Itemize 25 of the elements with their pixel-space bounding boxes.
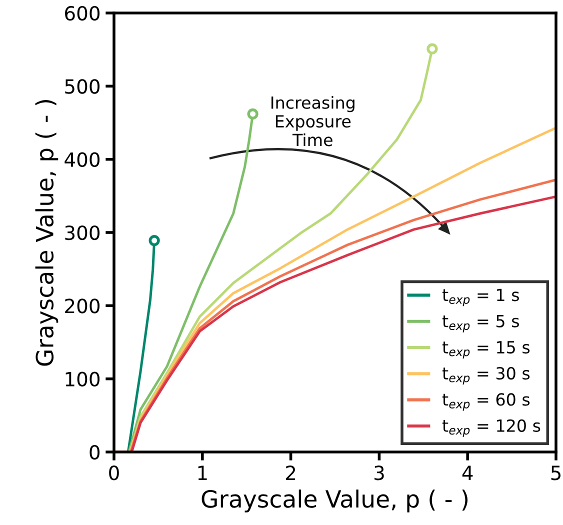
annotation: Increasing Exposure Time bbox=[272, 96, 354, 146]
y-tick-label: 300 bbox=[65, 225, 100, 240]
y-tick-label: 400 bbox=[64, 152, 100, 167]
x-tick-label: 0 bbox=[109, 466, 119, 480]
y-tick-label: 100 bbox=[66, 372, 100, 386]
legend-label: t$_{exp}$ = 30 s bbox=[442, 367, 530, 385]
legend-label: t$_{exp}$ = 60 s bbox=[442, 393, 530, 411]
x-tick-label: 5 bbox=[551, 466, 560, 480]
point bbox=[247, 108, 258, 120]
legend-label: t$_{exp}$ = 120 s bbox=[442, 419, 540, 437]
x-tick-label: 3 bbox=[374, 466, 384, 480]
y-axis-title: Grayscale Value, p ( - ) bbox=[35, 100, 58, 366]
y-tick-label: 0 bbox=[90, 444, 100, 460]
legend-label: t$_{exp}$ = 1 s bbox=[442, 288, 519, 306]
y-tick-label: 500 bbox=[65, 79, 100, 94]
point bbox=[148, 234, 160, 246]
legend-label: t$_{exp}$ = 15 s bbox=[442, 341, 530, 358]
legend-label: t$_{exp}$ = 5 s bbox=[442, 315, 519, 332]
y-tick-label: 200 bbox=[65, 298, 100, 314]
y-tick-label: 600 bbox=[65, 6, 100, 21]
x-tick-label: 1 bbox=[198, 466, 207, 480]
x-axis-title: Grayscale Value, p ( - ) bbox=[202, 490, 468, 512]
x-tick-label: 4 bbox=[462, 466, 473, 480]
x-tick-label: 2 bbox=[286, 466, 296, 480]
point bbox=[426, 43, 438, 54]
